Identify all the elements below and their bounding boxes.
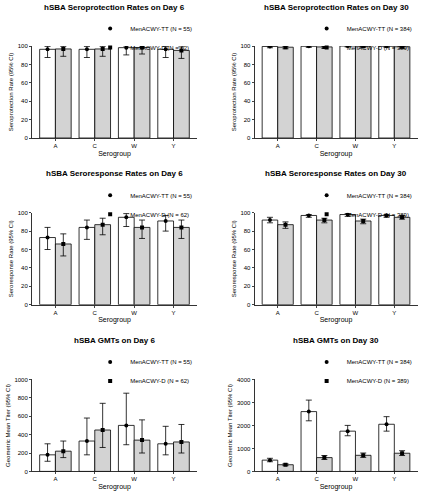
svg-text:80: 80	[244, 228, 251, 234]
svg-text:W: W	[353, 143, 359, 149]
svg-text:MenACWY-D (N = 62): MenACWY-D (N = 62)	[130, 378, 189, 384]
svg-text:Serogroup: Serogroup	[320, 150, 353, 158]
svg-text:W: W	[131, 476, 137, 482]
svg-text:W: W	[131, 310, 137, 316]
svg-text:80: 80	[21, 62, 28, 68]
svg-text:800: 800	[18, 395, 29, 401]
svg-text:hSBA Seroprotection Rates on D: hSBA Seroprotection Rates on Day 30	[264, 3, 409, 12]
svg-text:4000: 4000	[237, 377, 251, 383]
svg-text:MenACWY-TT (N = 384): MenACWY-TT (N = 384)	[347, 359, 412, 365]
svg-text:Seroresponse Rate (95% CI): Seroresponse Rate (95% CI)	[8, 220, 14, 297]
svg-text:400: 400	[18, 432, 29, 438]
svg-text:Serogroup: Serogroup	[98, 483, 131, 491]
svg-text:W: W	[353, 476, 359, 482]
svg-text:hSBA Seroresponse Rates on Day: hSBA Seroresponse Rates on Day 6	[46, 169, 183, 178]
svg-text:0: 0	[24, 135, 28, 141]
svg-text:hSBA GMTs on Day 6: hSBA GMTs on Day 6	[74, 336, 155, 345]
svg-text:A: A	[53, 476, 57, 482]
svg-text:C: C	[314, 143, 319, 149]
svg-text:MenACWY-D (N = 389): MenACWY-D (N = 389)	[347, 212, 409, 218]
svg-text:MenACWY-D (N = 62): MenACWY-D (N = 62)	[130, 45, 189, 51]
svg-text:Y: Y	[392, 476, 396, 482]
svg-text:Y: Y	[172, 143, 176, 149]
svg-text:1000: 1000	[237, 446, 251, 452]
svg-text:MenACWY-TT (N = 55): MenACWY-TT (N = 55)	[130, 359, 192, 365]
svg-text:A: A	[276, 143, 280, 149]
svg-text:C: C	[93, 310, 98, 316]
svg-text:3000: 3000	[237, 400, 251, 406]
svg-text:200: 200	[18, 450, 29, 456]
svg-text:60: 60	[244, 247, 251, 253]
svg-text:60: 60	[21, 80, 28, 86]
svg-text:20: 20	[244, 117, 251, 123]
svg-text:40: 40	[21, 98, 28, 104]
svg-text:Y: Y	[172, 310, 176, 316]
svg-text:MenACWY-TT (N = 55): MenACWY-TT (N = 55)	[130, 26, 192, 32]
svg-text:W: W	[353, 310, 359, 316]
svg-text:0: 0	[247, 302, 251, 308]
svg-text:20: 20	[21, 283, 28, 289]
svg-text:80: 80	[244, 62, 251, 68]
svg-text:A: A	[276, 476, 280, 482]
svg-text:Serogroup: Serogroup	[320, 316, 353, 324]
svg-text:Serogroup: Serogroup	[98, 150, 131, 158]
svg-text:MenACWY-D (N = 389): MenACWY-D (N = 389)	[347, 45, 409, 51]
svg-text:MenACWY-TT (N = 55): MenACWY-TT (N = 55)	[130, 193, 192, 199]
svg-text:60: 60	[21, 247, 28, 253]
svg-text:20: 20	[244, 283, 251, 289]
svg-text:2000: 2000	[237, 423, 251, 429]
svg-text:Seroprotection Rate (95% CI): Seroprotection Rate (95% CI)	[8, 53, 14, 132]
svg-text:W: W	[131, 143, 137, 149]
svg-text:MenACWY-TT (N = 384): MenACWY-TT (N = 384)	[347, 26, 412, 32]
svg-text:C: C	[93, 476, 98, 482]
svg-text:0: 0	[24, 302, 28, 308]
svg-text:0: 0	[247, 469, 251, 475]
svg-text:600: 600	[18, 413, 29, 419]
svg-text:40: 40	[244, 265, 251, 271]
svg-text:100: 100	[18, 210, 29, 216]
svg-text:100: 100	[18, 43, 29, 49]
svg-text:hSBA Seroprotection Rates on D: hSBA Seroprotection Rates on Day 6	[44, 3, 185, 12]
svg-text:Seroprotection Rate (95% CI): Seroprotection Rate (95% CI)	[231, 53, 237, 132]
svg-text:Geometric Mean Titer (95% CI): Geometric Mean Titer (95% CI)	[227, 384, 233, 467]
svg-text:60: 60	[244, 80, 251, 86]
svg-text:Y: Y	[392, 143, 396, 149]
svg-text:Geometric Mean Titer (95% CI): Geometric Mean Titer (95% CI)	[5, 384, 11, 467]
svg-text:hSBA Seroresponse Rates on Day: hSBA Seroresponse Rates on Day 30	[265, 169, 407, 178]
svg-text:0: 0	[24, 469, 28, 475]
svg-text:Serogroup: Serogroup	[320, 483, 353, 491]
svg-text:MenACWY-TT (N = 384): MenACWY-TT (N = 384)	[347, 193, 412, 199]
svg-text:Y: Y	[172, 476, 176, 482]
svg-text:hSBA GMTs on Day 30: hSBA GMTs on Day 30	[293, 336, 379, 345]
svg-text:MenACWY-D (N = 389): MenACWY-D (N = 389)	[347, 378, 409, 384]
svg-text:A: A	[276, 310, 280, 316]
svg-text:100: 100	[240, 210, 251, 216]
svg-text:Serogroup: Serogroup	[98, 316, 131, 324]
svg-text:1000: 1000	[14, 377, 28, 383]
svg-text:Seroresponse Rate (95% CI): Seroresponse Rate (95% CI)	[231, 220, 237, 297]
svg-text:20: 20	[21, 117, 28, 123]
svg-text:0: 0	[247, 135, 251, 141]
svg-text:C: C	[93, 143, 98, 149]
svg-text:MenACWY-D (N = 62): MenACWY-D (N = 62)	[130, 212, 189, 218]
svg-text:A: A	[53, 310, 57, 316]
svg-text:C: C	[314, 476, 319, 482]
svg-text:100: 100	[240, 43, 251, 49]
svg-text:40: 40	[244, 98, 251, 104]
svg-text:Y: Y	[392, 310, 396, 316]
svg-text:40: 40	[21, 265, 28, 271]
svg-text:80: 80	[21, 228, 28, 234]
svg-text:A: A	[53, 143, 57, 149]
svg-text:C: C	[314, 310, 319, 316]
